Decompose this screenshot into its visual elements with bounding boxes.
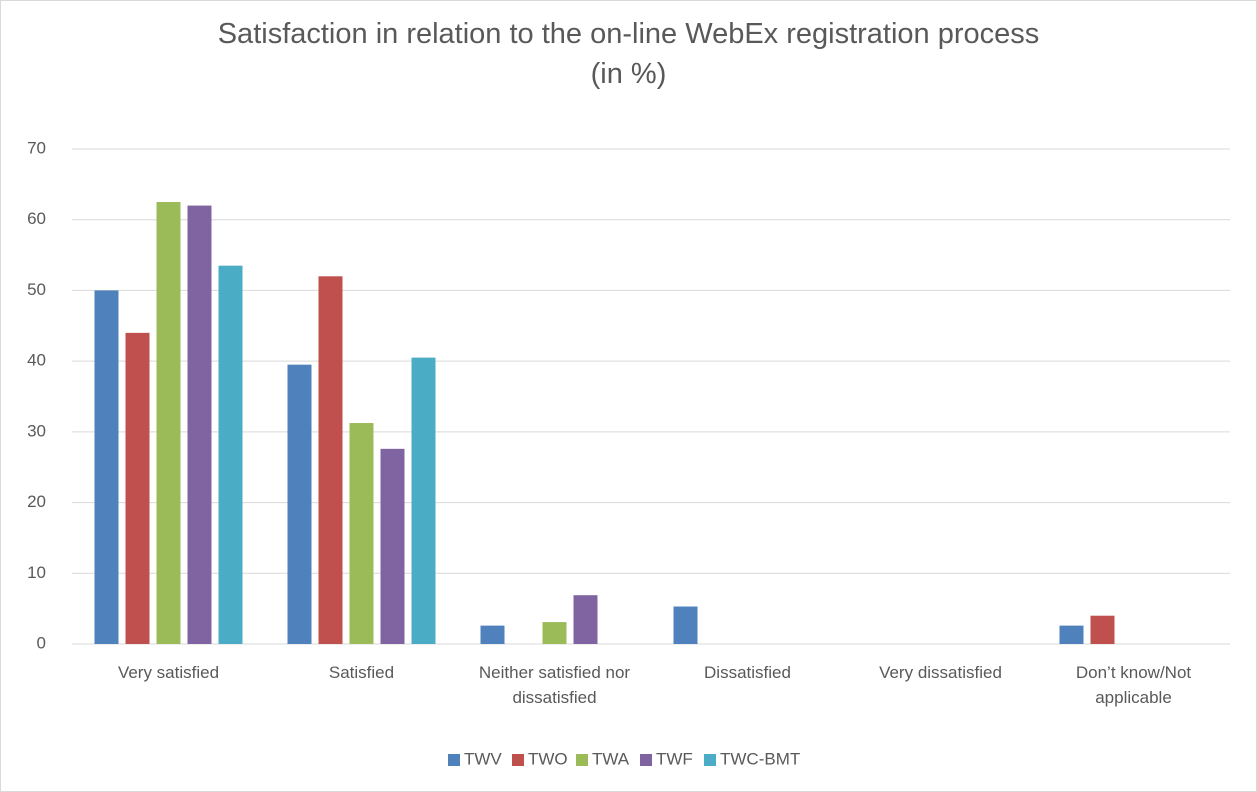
bar bbox=[349, 423, 374, 644]
bar bbox=[1090, 615, 1115, 644]
legend-label: TWC-BMT bbox=[720, 749, 800, 768]
legend-swatch bbox=[512, 754, 524, 766]
legend-label: TWO bbox=[528, 749, 568, 768]
bar bbox=[94, 290, 119, 644]
x-tick-label: Very satisfied bbox=[117, 663, 220, 682]
bar bbox=[156, 202, 181, 645]
legend-swatch bbox=[704, 754, 716, 766]
legend-label: TWF bbox=[656, 749, 693, 768]
legend-swatch bbox=[576, 754, 588, 766]
x-tick-label: Satisfied bbox=[328, 663, 395, 682]
bar bbox=[125, 332, 150, 644]
x-tick-label: Don’t know/Not applicable bbox=[1075, 663, 1192, 707]
y-tick-label: 30 bbox=[27, 421, 46, 440]
legend-swatch bbox=[640, 754, 652, 766]
bar bbox=[187, 205, 212, 645]
y-tick-label: 70 bbox=[27, 138, 46, 157]
chart-title: Satisfaction in relation to the on-line … bbox=[217, 18, 1040, 90]
bar bbox=[218, 265, 243, 644]
bar bbox=[318, 276, 343, 644]
x-tick-label: Neither satisfied nor dissatisfied bbox=[478, 663, 631, 707]
y-tick-label: 50 bbox=[27, 280, 46, 299]
bar bbox=[542, 622, 567, 644]
x-tick-label: Very dissatisfied bbox=[879, 663, 1002, 682]
y-tick-label: 20 bbox=[27, 492, 46, 511]
bar bbox=[480, 625, 505, 644]
bar bbox=[411, 357, 436, 644]
y-tick-label: 0 bbox=[37, 633, 46, 652]
bar bbox=[1059, 625, 1084, 644]
y-tick-label: 40 bbox=[27, 351, 46, 370]
legend-swatch bbox=[448, 754, 460, 766]
bar bbox=[573, 595, 598, 644]
y-tick-label: 60 bbox=[27, 209, 46, 228]
x-tick-label: Dissatisfied bbox=[704, 663, 791, 682]
legend-label: TWV bbox=[464, 749, 502, 768]
legend-label: TWA bbox=[592, 749, 630, 768]
bar bbox=[380, 448, 405, 644]
bar bbox=[287, 364, 312, 644]
bar bbox=[673, 606, 698, 644]
y-tick-label: 10 bbox=[27, 563, 46, 582]
